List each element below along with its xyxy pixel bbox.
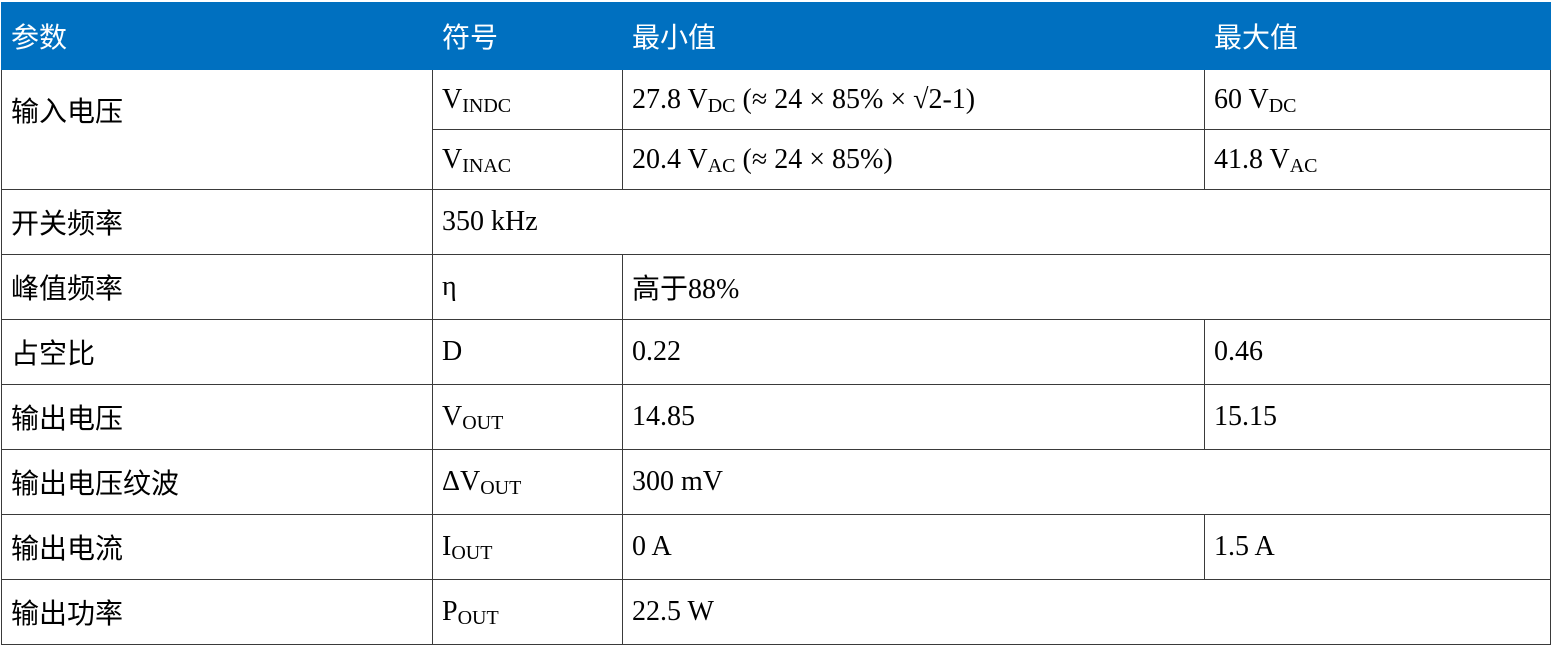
- row: 输出电流 IOUT 0 A 1.5 A: [1, 514, 1551, 580]
- text: V: [442, 83, 463, 115]
- subscript: AC: [1289, 154, 1318, 177]
- max-cell: 60 VDC: [1204, 69, 1551, 130]
- subscript: OUT: [462, 412, 504, 434]
- symbol-cell: POUT: [432, 579, 623, 645]
- row: 开关频率 350 kHz: [1, 189, 1551, 255]
- row: 输入电压 VINDC 27.8 VDC (≈ 24 × 85% × √2-1) …: [1, 69, 1551, 190]
- text: 60 V: [1214, 83, 1269, 115]
- subscript: DC: [707, 94, 736, 117]
- symbol-cell: ΔVOUT: [432, 449, 623, 515]
- symbol-cell: η: [432, 254, 623, 320]
- value-cell: 高于88%: [622, 254, 1551, 320]
- text: 27.8 V: [632, 83, 708, 115]
- subscript: DC: [1268, 94, 1297, 117]
- max-cell: 0.46: [1204, 319, 1551, 385]
- param-cell: 占空比: [1, 319, 433, 385]
- value-cell: 350 kHz: [432, 189, 1551, 255]
- symbol-cell: VINDC: [432, 69, 623, 130]
- param-cell: 开关频率: [1, 189, 433, 255]
- symbol-cell: IOUT: [432, 514, 623, 580]
- text: P: [442, 596, 458, 627]
- symbol-cell: VOUT: [432, 384, 623, 450]
- row: 输出电压纹波 ΔVOUT 300 mV: [1, 449, 1551, 515]
- text: 41.8 V: [1214, 143, 1290, 175]
- text: (≈ 24 × 85%): [735, 143, 893, 175]
- subscript: OUT: [451, 542, 493, 564]
- subscript: INDC: [462, 94, 512, 117]
- symbol-cell: VINAC: [432, 129, 623, 190]
- row: 峰值频率 η 高于88%: [1, 254, 1551, 320]
- param-cell: 输入电压: [1, 69, 433, 190]
- subscript: INAC: [462, 154, 512, 177]
- param-cell: 输出电压纹波: [1, 449, 433, 515]
- max-cell: 41.8 VAC: [1204, 129, 1551, 190]
- text: I: [442, 531, 452, 562]
- spec-table: 参数 符号 最小值 最大值 输入电压 VINDC 27.8 VDC (≈ 24 …: [1, 2, 1551, 645]
- min-cell: 0.22: [622, 319, 1205, 385]
- text: V: [442, 401, 463, 432]
- header-cell: 参数: [1, 2, 433, 70]
- header-cell: 最小值: [622, 2, 1205, 70]
- row: 占空比 D 0.22 0.46: [1, 319, 1551, 385]
- value-cell: 22.5 W: [622, 579, 1551, 645]
- min-cell: 0 A: [622, 514, 1205, 580]
- row: 输出电压 VOUT 14.85 15.15: [1, 384, 1551, 450]
- text: V: [442, 143, 463, 175]
- min-cell: 14.85: [622, 384, 1205, 450]
- header-cell: 最大值: [1204, 2, 1551, 70]
- row: 输出功率 POUT 22.5 W: [1, 579, 1551, 645]
- text: ΔV: [442, 466, 481, 497]
- subscript: OUT: [480, 477, 522, 499]
- min-cell: 27.8 VDC (≈ 24 × 85% × √2-1): [622, 69, 1205, 130]
- param-cell: 峰值频率: [1, 254, 433, 320]
- text: 20.4 V: [632, 143, 708, 175]
- param-cell: 输出电流: [1, 514, 433, 580]
- param-cell: 输出功率: [1, 579, 433, 645]
- param-cell: 输出电压: [1, 384, 433, 450]
- symbol-cell: D: [432, 319, 623, 385]
- max-cell: 1.5 A: [1204, 514, 1551, 580]
- min-cell: 20.4 VAC (≈ 24 × 85%): [622, 129, 1205, 190]
- row: VINAC 20.4 VAC (≈ 24 × 85%) 41.8 VAC: [2, 129, 1551, 190]
- header-row: 参数 符号 最小值 最大值: [1, 2, 1551, 70]
- header-cell: 符号: [432, 2, 623, 70]
- subscript: OUT: [457, 607, 499, 629]
- text: (≈ 24 × 85% × √2-1): [735, 83, 976, 115]
- value-cell: 300 mV: [622, 449, 1551, 515]
- max-cell: 15.15: [1204, 384, 1551, 450]
- subscript: AC: [707, 154, 736, 177]
